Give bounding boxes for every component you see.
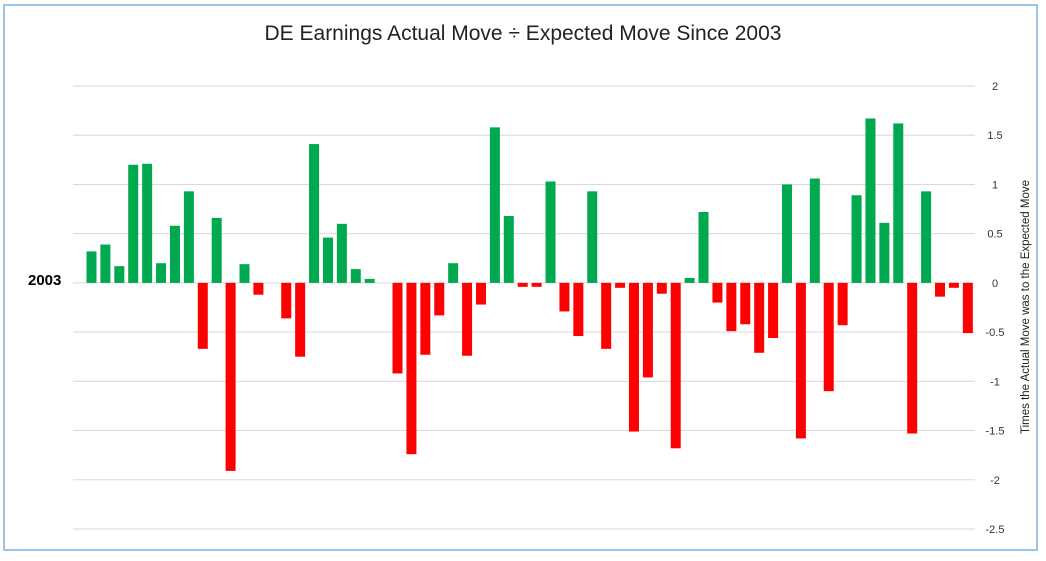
bar bbox=[740, 282, 751, 325]
bar bbox=[225, 282, 236, 471]
y-tick-label: 0.5 bbox=[987, 229, 1002, 241]
y-tick-label: 1 bbox=[992, 179, 998, 191]
y-axis-ticks: 2 1.5 1 0.5 0 -0.5 -1 -1.5 -2 -2.5 bbox=[986, 81, 1005, 536]
bars bbox=[86, 118, 973, 471]
bar bbox=[809, 178, 820, 283]
bar bbox=[309, 144, 320, 283]
bar bbox=[392, 282, 403, 374]
bar bbox=[128, 164, 139, 283]
bar bbox=[684, 277, 695, 283]
bar bbox=[656, 282, 667, 294]
bar bbox=[183, 191, 194, 283]
bar bbox=[907, 282, 918, 434]
bar bbox=[420, 282, 431, 355]
bar bbox=[156, 263, 167, 283]
bar bbox=[86, 251, 97, 283]
bar bbox=[559, 282, 570, 312]
y-tick-label: -1 bbox=[990, 376, 1000, 388]
bar bbox=[782, 184, 792, 283]
y-tick-label: 0 bbox=[992, 278, 998, 290]
bar bbox=[823, 282, 834, 392]
bar bbox=[573, 282, 584, 337]
bar bbox=[434, 282, 445, 316]
bar bbox=[142, 163, 153, 283]
start-year-label: 2003 bbox=[28, 272, 62, 289]
y-tick-label: -2 bbox=[990, 475, 1000, 487]
bar bbox=[865, 118, 876, 283]
bar bbox=[350, 269, 361, 283]
bar bbox=[601, 282, 612, 349]
bar bbox=[698, 212, 709, 283]
bar bbox=[448, 263, 459, 283]
bar bbox=[503, 215, 514, 283]
bar bbox=[962, 282, 973, 334]
bar bbox=[517, 282, 528, 287]
chart-title: DE Earnings Actual Move ÷ Expected Move … bbox=[264, 22, 782, 45]
bar bbox=[879, 222, 890, 283]
bar bbox=[114, 266, 125, 283]
bar bbox=[921, 191, 932, 283]
bar bbox=[364, 278, 375, 283]
y-axis-label: Times the Actual Move was to the Expecte… bbox=[1020, 180, 1032, 434]
bar bbox=[754, 282, 765, 353]
bar bbox=[322, 237, 333, 283]
bar bbox=[642, 282, 653, 378]
y-tick-label: 1.5 bbox=[987, 130, 1002, 142]
y-tick-label: -2.5 bbox=[986, 524, 1005, 536]
bar bbox=[169, 225, 180, 283]
y-tick-label: 2 bbox=[992, 81, 998, 93]
bar bbox=[768, 282, 779, 339]
bar bbox=[475, 282, 486, 305]
bar bbox=[489, 127, 500, 283]
bar bbox=[851, 195, 862, 283]
bar bbox=[726, 282, 737, 332]
bar bbox=[281, 282, 292, 319]
bar bbox=[615, 282, 626, 288]
bar bbox=[295, 282, 306, 357]
bar bbox=[893, 123, 904, 283]
bar bbox=[462, 282, 473, 356]
bar bbox=[587, 191, 598, 283]
bar bbox=[948, 282, 959, 288]
bar bbox=[795, 282, 806, 439]
y-tick-label: -1.5 bbox=[986, 426, 1005, 438]
bar bbox=[670, 282, 681, 449]
bar bbox=[239, 264, 250, 283]
bar bbox=[935, 282, 946, 297]
bar bbox=[253, 282, 264, 295]
bar bbox=[197, 282, 208, 349]
y-tick-label: -0.5 bbox=[986, 327, 1005, 339]
bar bbox=[628, 282, 639, 432]
bar bbox=[837, 282, 848, 326]
bar bbox=[712, 282, 723, 303]
bar bbox=[100, 244, 111, 283]
bar bbox=[336, 223, 347, 283]
bar bbox=[531, 282, 542, 287]
bar bbox=[211, 217, 222, 283]
bar bbox=[406, 282, 417, 455]
bar bbox=[545, 181, 556, 283]
